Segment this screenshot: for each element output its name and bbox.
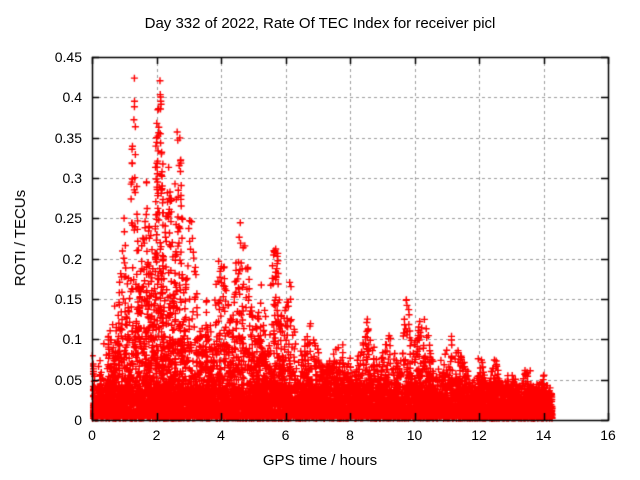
x-tick-label: 2 bbox=[152, 427, 161, 443]
y-tick-label: 0.25 bbox=[54, 210, 82, 227]
x-tick-label: 10 bbox=[406, 427, 423, 443]
chart-title: Day 332 of 2022, Rate Of TEC Index for r… bbox=[144, 15, 496, 32]
x-tick-label: 8 bbox=[346, 427, 354, 443]
x-tick-label: 14 bbox=[535, 427, 552, 443]
x-tick-label: 4 bbox=[217, 427, 225, 443]
x-tick-label: 0 bbox=[88, 427, 96, 443]
y-tick-label: 0.45 bbox=[54, 49, 82, 65]
x-axis-label: GPS time / hours bbox=[262, 452, 378, 469]
x-tick-label: 6 bbox=[281, 427, 290, 443]
y-tick-label: 0.35 bbox=[54, 129, 82, 146]
y-tick-label: 0.15 bbox=[54, 291, 82, 307]
y-axis-label: ROTI / TECUs bbox=[12, 189, 29, 287]
y-tick-label: 0.1 bbox=[62, 331, 82, 348]
y-tick-label: 0.4 bbox=[62, 89, 82, 106]
x-tick-label: 16 bbox=[600, 427, 616, 443]
y-tick-label: 0.2 bbox=[62, 250, 82, 267]
y-tick-label: 0 bbox=[74, 412, 82, 428]
y-tick-label: 0.3 bbox=[62, 170, 82, 186]
y-tick-label: 0.05 bbox=[54, 371, 82, 388]
x-tick-label: 12 bbox=[471, 427, 487, 443]
